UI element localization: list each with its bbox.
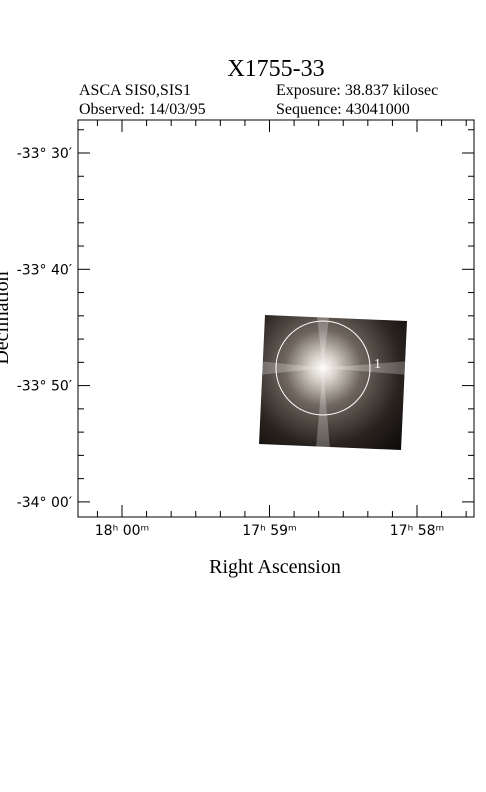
y-tick-label: -33° 40′ bbox=[17, 262, 72, 278]
ticks: -33° 30′ -33° 40′ -33° 50′ -34° 00′ 18ʰ 00ᵐ 1… bbox=[17, 120, 474, 539]
x-tick-label: 17ʰ 59ᵐ bbox=[242, 523, 296, 539]
x-axis-label: Right Ascension bbox=[209, 556, 341, 578]
x-tick-label: 17ʰ 58ᵐ bbox=[390, 523, 444, 539]
sky-image bbox=[259, 315, 407, 450]
region-label: 1 bbox=[374, 357, 381, 372]
plot-frame bbox=[77, 119, 475, 518]
x-tick-label: 18ʰ 00ᵐ bbox=[95, 523, 149, 539]
exposure: Exposure: 38.837 kilosec bbox=[276, 82, 438, 99]
observed: Observed: 14/03/95 bbox=[79, 101, 206, 118]
y-tick-label: -33° 30′ bbox=[17, 146, 72, 162]
source-region bbox=[275, 320, 371, 416]
y-tick-label: -33° 50′ bbox=[17, 379, 72, 395]
y-tick-label: -34° 00′ bbox=[17, 495, 72, 511]
y-axis-label: Declination bbox=[0, 271, 13, 364]
title: X1755-33 bbox=[227, 56, 324, 82]
sequence: Sequence: 43041000 bbox=[276, 101, 410, 118]
instrument: ASCA SIS0,SIS1 bbox=[79, 82, 191, 99]
